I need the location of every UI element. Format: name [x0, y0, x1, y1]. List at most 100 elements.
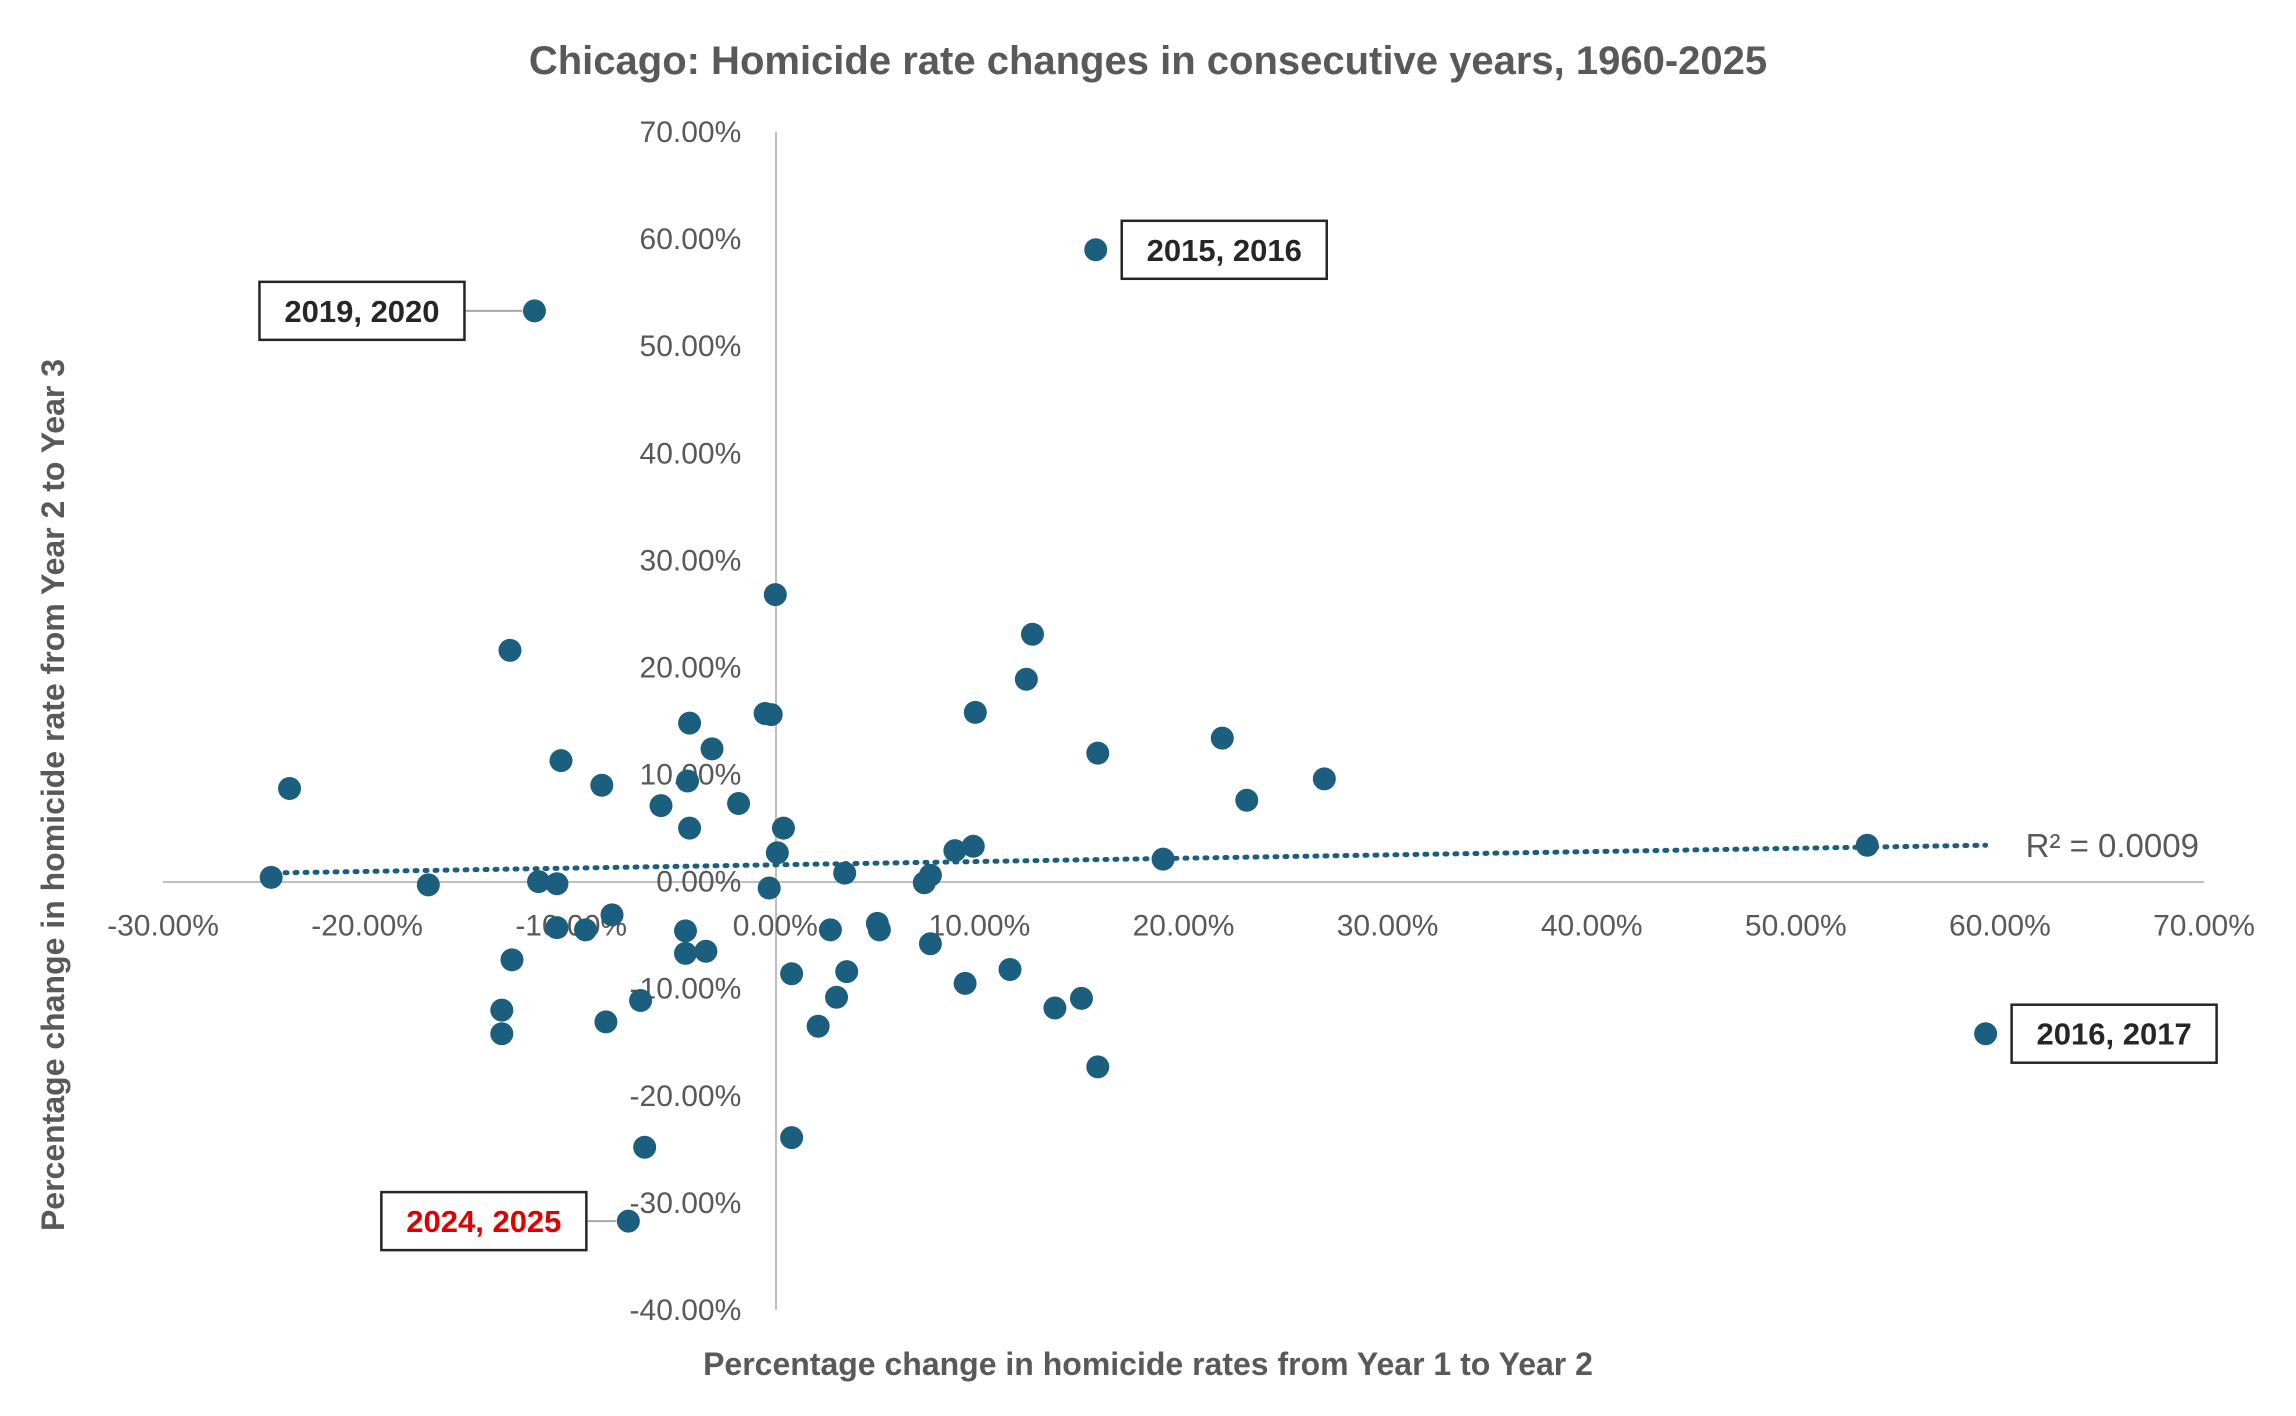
data-point [629, 989, 653, 1013]
data-point [759, 703, 783, 727]
data-point [549, 749, 573, 773]
data-point [673, 941, 697, 965]
data-point [416, 873, 440, 897]
callout-box [380, 1190, 588, 1252]
data-point [1974, 1022, 1998, 1046]
data-point [616, 1209, 640, 1233]
data-point [780, 962, 804, 986]
callout-label: 2016, 2017 [2037, 1017, 2192, 1052]
data-point [498, 638, 522, 662]
data-point [1210, 726, 1234, 750]
data-point [594, 1010, 618, 1034]
data-point [1312, 767, 1336, 791]
data-point [963, 700, 987, 724]
data-point [961, 834, 985, 858]
data-point [818, 918, 842, 942]
x-tick-label: 60.00% [1949, 910, 2051, 943]
data-points [259, 238, 1998, 1233]
data-point [867, 918, 891, 942]
data-point [1235, 788, 1259, 812]
chart-title: Chicago: Homicide rate changes in consec… [529, 39, 1767, 83]
data-point [1086, 741, 1110, 765]
data-point [1014, 667, 1038, 691]
y-tick-label: 0.00% [656, 866, 741, 899]
data-point [1855, 833, 1879, 857]
x-tick-labels: -30.00% -20.00% -10.00% 0.00% 10.00% 20.00% 30… [107, 910, 2255, 943]
data-point [649, 794, 673, 818]
data-point [943, 839, 967, 863]
x-tick-label: 50.00% [1745, 910, 1847, 943]
data-point [633, 1135, 657, 1159]
data-point [918, 932, 942, 956]
callout-label: 2019, 2020 [284, 294, 439, 329]
data-point [833, 861, 857, 885]
data-point [727, 791, 751, 815]
x-tick-label: 20.00% [1133, 910, 1235, 943]
x-tick-label: 10.00% [929, 910, 1031, 943]
data-point [490, 1022, 514, 1046]
x-tick-label: -30.00% [107, 910, 219, 943]
y-tick-label: 50.00% [640, 330, 742, 363]
data-point [763, 583, 787, 607]
data-point [918, 863, 942, 887]
data-point [757, 876, 781, 900]
y-axis-title: Percentage change in homicide rate from … [35, 359, 71, 1231]
data-point [1020, 622, 1044, 646]
data-point [573, 918, 597, 942]
callout-box [258, 280, 466, 342]
data-point [490, 998, 514, 1022]
data-point [953, 971, 977, 995]
data-point [678, 711, 702, 735]
data-point [1069, 986, 1093, 1010]
y-tick-label: 70.00% [640, 116, 742, 149]
y-tick-label: 20.00% [640, 651, 742, 684]
trendline-group: R² = 0.0009 [262, 827, 2199, 876]
data-point [545, 872, 569, 896]
y-tick-label: -40.00% [630, 1294, 742, 1327]
callout-label: 2024, 2025 [406, 1204, 561, 1239]
data-point [780, 1126, 804, 1150]
data-point [825, 985, 849, 1009]
y-tick-label: -30.00% [630, 1187, 742, 1220]
x-tick-label: 30.00% [1337, 910, 1439, 943]
callout-box [2010, 1003, 2218, 1064]
data-point [500, 948, 524, 972]
y-tick-label: 60.00% [640, 223, 742, 256]
x-tick-label: 70.00% [2153, 910, 2255, 943]
x-tick-label: -20.00% [311, 910, 423, 943]
data-point [545, 916, 569, 940]
data-point [1151, 847, 1175, 871]
data-point [527, 870, 551, 894]
data-point [1043, 996, 1067, 1020]
x-tick-label: 40.00% [1541, 910, 1643, 943]
data-point [676, 769, 700, 793]
data-point [590, 773, 614, 797]
data-point [678, 816, 702, 840]
y-tick-label: 40.00% [640, 437, 742, 470]
callout-label: 2015, 2016 [1147, 233, 1302, 268]
data-point [1084, 238, 1108, 262]
data-point [522, 299, 546, 323]
data-point [278, 776, 302, 800]
x-tick-label: 0.00% [733, 910, 818, 943]
data-point [700, 737, 724, 761]
r-squared-label: R² = 0.0009 [2026, 827, 2199, 864]
y-tick-label: -20.00% [630, 1080, 742, 1113]
data-point [259, 865, 283, 889]
data-point [1086, 1055, 1110, 1079]
data-point [771, 816, 795, 840]
trendline [262, 842, 1989, 876]
data-point [694, 939, 718, 963]
data-point [765, 841, 789, 865]
data-point [673, 919, 697, 943]
x-axis-title: Percentage change in homicide rates from… [703, 1346, 1593, 1382]
data-point [835, 960, 859, 984]
data-point [600, 903, 624, 927]
y-tick-label: 30.00% [640, 544, 742, 577]
data-point [806, 1014, 830, 1038]
callout-labels: 2015, 2016 2019, 2020 2016, 2017 2024, 2025 [258, 219, 2218, 1252]
callout-box [1120, 219, 1328, 281]
data-point [998, 957, 1022, 981]
